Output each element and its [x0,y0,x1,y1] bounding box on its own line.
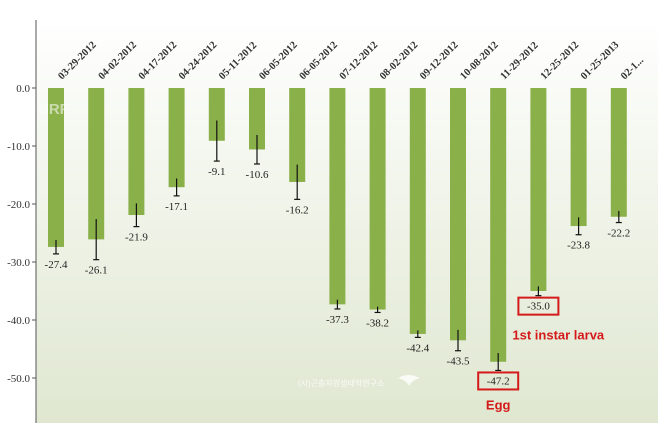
y-tick-label: -40.0 [7,315,30,327]
bar [329,88,346,305]
error-bars [53,120,622,372]
error-bar [334,299,341,310]
error-bar [374,306,381,314]
watermark-text: (사)곤충자원생태학연구소 [298,378,384,388]
data-label: -9.1 [208,166,225,178]
data-label: -10.6 [246,169,269,181]
error-bar [575,217,582,236]
watermarks: URF (사)곤충자원생태학연구소 [38,101,420,388]
bar [490,88,507,362]
bar [570,88,587,227]
bar [289,88,306,182]
plot-background [36,20,658,423]
highlight-box [477,371,520,391]
highlight-box [517,296,560,316]
bar [409,88,426,334]
data-label: -27.4 [45,259,68,271]
data-label: -38.2 [366,317,389,329]
y-tick-label: -10.0 [7,141,30,153]
y-axis: 0.0 -10.0 -20.0 -30.0 -40.0 -50.0 [7,20,37,423]
data-labels: -27.4 -26.1 -21.9 -17.1 -9.1 -10.6 -16.2 -37.3 -… [45,166,631,387]
bar [88,88,105,240]
error-bar [615,210,622,224]
annotations: Egg 1st instar larva [477,296,605,412]
error-bar [254,134,260,165]
data-label: -21.9 [125,232,148,244]
bar [48,88,64,247]
bar [168,88,185,188]
watermark-logo: URF [38,101,69,118]
data-label: -17.1 [165,201,188,213]
bar [249,88,265,150]
error-bar [133,203,140,228]
data-label: -16.2 [286,204,309,216]
bar [450,88,466,341]
data-label: -47.2 [487,375,510,387]
data-label: -42.4 [406,342,429,354]
data-label: -26.1 [85,265,108,277]
y-tick-label: -30.0 [7,257,30,269]
data-label: -37.3 [326,314,349,326]
error-bar [495,353,502,372]
error-bar [535,286,542,297]
error-bar [455,329,461,352]
bar [530,88,547,291]
annotation-label: 1st instar larva [512,328,605,343]
error-bar [173,178,180,197]
y-tick-label: -20.0 [7,199,30,211]
bars [48,88,627,362]
data-label: -22.2 [607,228,630,240]
data-label: -35.0 [527,301,550,313]
bar [610,88,627,217]
error-bar [93,219,100,261]
error-bar [213,120,220,162]
y-tick-label: -50.0 [7,373,30,385]
y-tick-label: 0.0 [16,83,30,95]
watermark-bird-icon [398,375,420,386]
bar [369,88,386,310]
error-bar [53,239,59,255]
annotation-label: Egg [486,397,511,412]
error-bar [414,330,421,338]
data-label: -43.5 [447,356,470,368]
error-bar [294,164,301,200]
bar [208,88,225,141]
data-label: -23.8 [567,240,590,252]
bar [128,88,145,216]
